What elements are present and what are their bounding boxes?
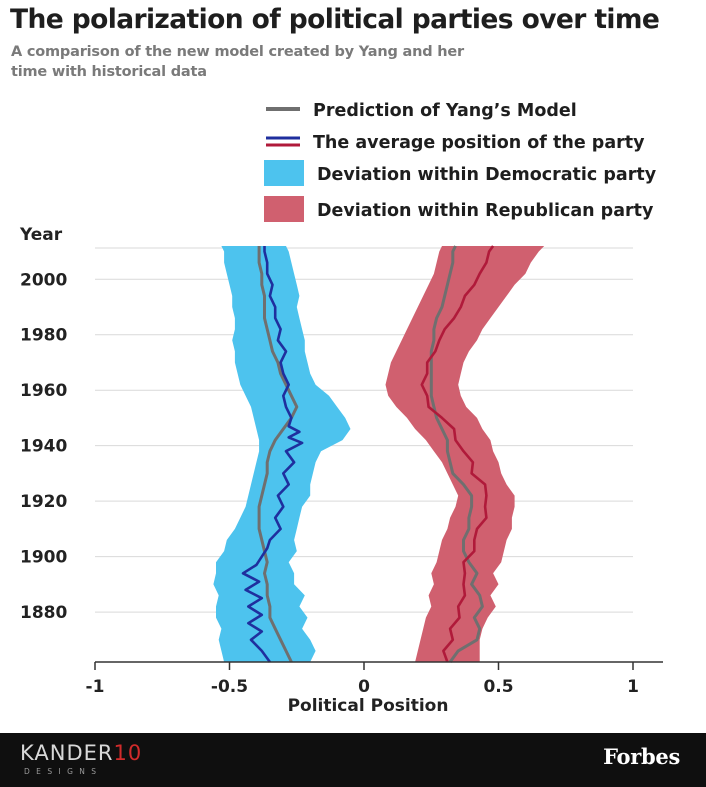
polarization-chart: -1 -0.5 0 0.5 1 1880 1900 1920 1940 1960 1980 2000 Y… — [19, 101, 663, 716]
y-tick-label: 1940 — [20, 437, 67, 457]
y-axis-label: Year — [19, 225, 63, 245]
footer-bar: KANDER10 DESIGNS Forbes — [0, 733, 706, 787]
legend-dem-band-label: Deviation within Democratic party — [317, 165, 657, 185]
y-tick-label: 1980 — [20, 326, 67, 346]
legend-rep-band-swatch — [264, 196, 304, 222]
legend-rep-band-label: Deviation within Republican party — [317, 201, 654, 221]
y-tick-label: 1960 — [20, 381, 67, 401]
y-tick-label: 2000 — [20, 270, 67, 290]
page-subtitle: A comparison of the new model created by… — [11, 44, 464, 80]
x-tick-label: 1 — [627, 677, 639, 697]
x-tick-label: 0 — [358, 677, 370, 697]
republican-model-line — [429, 245, 484, 663]
legend-dem-band-swatch — [264, 160, 304, 186]
x-tick-label: 0.5 — [483, 677, 513, 697]
brand-number: 10 — [113, 741, 143, 765]
y-tick-label: 1880 — [20, 603, 67, 623]
brand-sub: DESIGNS — [24, 767, 103, 776]
y-tick-label: 1900 — [20, 548, 67, 568]
kander-designs-logo: KANDER10 — [20, 741, 142, 765]
x-axis-label: Political Position — [288, 696, 449, 716]
democratic-model-line — [257, 246, 299, 663]
page-title: The polarization of political parties ov… — [10, 4, 660, 35]
democratic-deviation-band — [213, 246, 351, 662]
legend-average-label: The average position of the party — [313, 133, 645, 153]
democratic-average-line — [241, 246, 304, 663]
forbes-logo: Forbes — [603, 744, 680, 769]
x-tick-label: -0.5 — [211, 677, 248, 697]
legend-model-label: Prediction of Yang’s Model — [313, 101, 577, 121]
y-tick-label: 1920 — [20, 492, 67, 512]
x-tick-label: -1 — [86, 677, 105, 697]
republican-average-line — [420, 245, 495, 663]
brand-name: KANDER — [20, 741, 114, 765]
